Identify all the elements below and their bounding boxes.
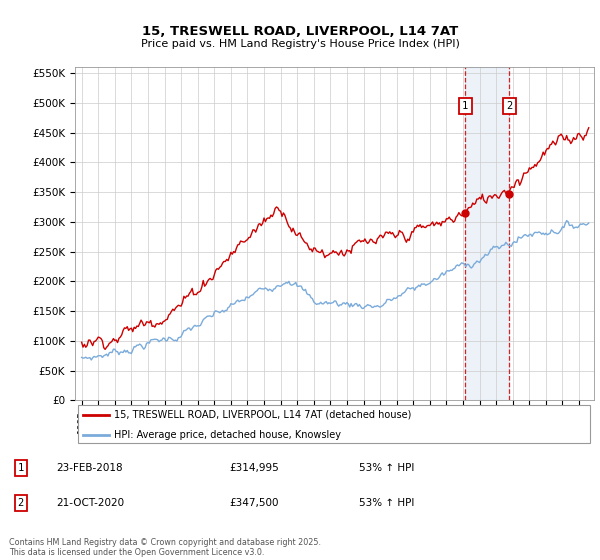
Text: 53% ↑ HPI: 53% ↑ HPI: [359, 464, 414, 473]
Text: 2: 2: [17, 498, 24, 508]
Text: £347,500: £347,500: [229, 498, 279, 508]
Text: 2: 2: [506, 101, 512, 111]
Text: 15, TRESWELL ROAD, LIVERPOOL, L14 7AT: 15, TRESWELL ROAD, LIVERPOOL, L14 7AT: [142, 25, 458, 38]
Text: 21-OCT-2020: 21-OCT-2020: [56, 498, 124, 508]
Bar: [466, 67, 509, 400]
Text: 1: 1: [17, 464, 24, 473]
Text: 15, TRESWELL ROAD, LIVERPOOL, L14 7AT (detached house): 15, TRESWELL ROAD, LIVERPOOL, L14 7AT (d…: [114, 410, 412, 420]
Text: 53% ↑ HPI: 53% ↑ HPI: [359, 498, 414, 508]
Text: Price paid vs. HM Land Registry's House Price Index (HPI): Price paid vs. HM Land Registry's House …: [140, 39, 460, 49]
Text: HPI: Average price, detached house, Knowsley: HPI: Average price, detached house, Know…: [114, 430, 341, 440]
Text: 23-FEB-2018: 23-FEB-2018: [56, 464, 122, 473]
Text: 1: 1: [462, 101, 469, 111]
Text: Contains HM Land Registry data © Crown copyright and database right 2025.
This d: Contains HM Land Registry data © Crown c…: [9, 538, 321, 557]
FancyBboxPatch shape: [77, 405, 590, 443]
Text: £314,995: £314,995: [229, 464, 279, 473]
